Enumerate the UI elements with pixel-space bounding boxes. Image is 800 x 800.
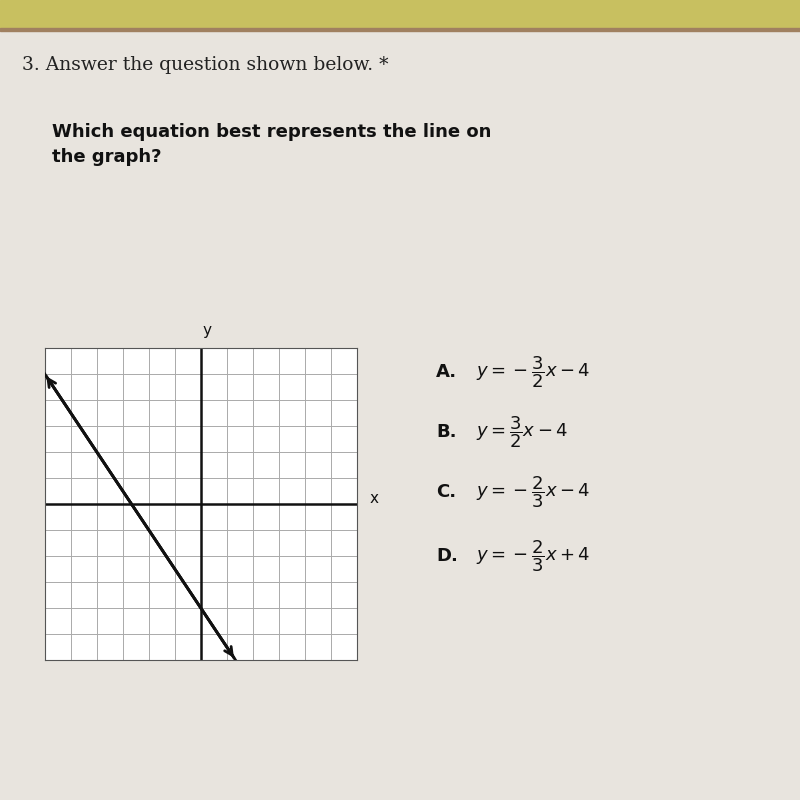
Bar	[0, 0, 800, 28]
Text: $y = \dfrac{3}{2}x - 4$: $y = \dfrac{3}{2}x - 4$	[476, 414, 568, 450]
Text: Which equation best represents the line on: Which equation best represents the line …	[52, 123, 491, 141]
Text: $y = -\dfrac{2}{3}x - 4$: $y = -\dfrac{2}{3}x - 4$	[476, 474, 590, 510]
Text: A.: A.	[436, 363, 457, 381]
Text: C.: C.	[436, 483, 456, 501]
Text: y: y	[203, 322, 212, 338]
Text: 3. Answer the question shown below. *: 3. Answer the question shown below. *	[22, 56, 389, 74]
Text: x: x	[370, 491, 379, 506]
Text: $y = -\dfrac{2}{3}x + 4$: $y = -\dfrac{2}{3}x + 4$	[476, 538, 590, 574]
Text: B.: B.	[436, 423, 457, 441]
Text: D.: D.	[436, 547, 458, 565]
Text: the graph?: the graph?	[52, 148, 162, 166]
Bar	[0, 28, 800, 31]
Text: $y = -\dfrac{3}{2}x - 4$: $y = -\dfrac{3}{2}x - 4$	[476, 354, 590, 390]
